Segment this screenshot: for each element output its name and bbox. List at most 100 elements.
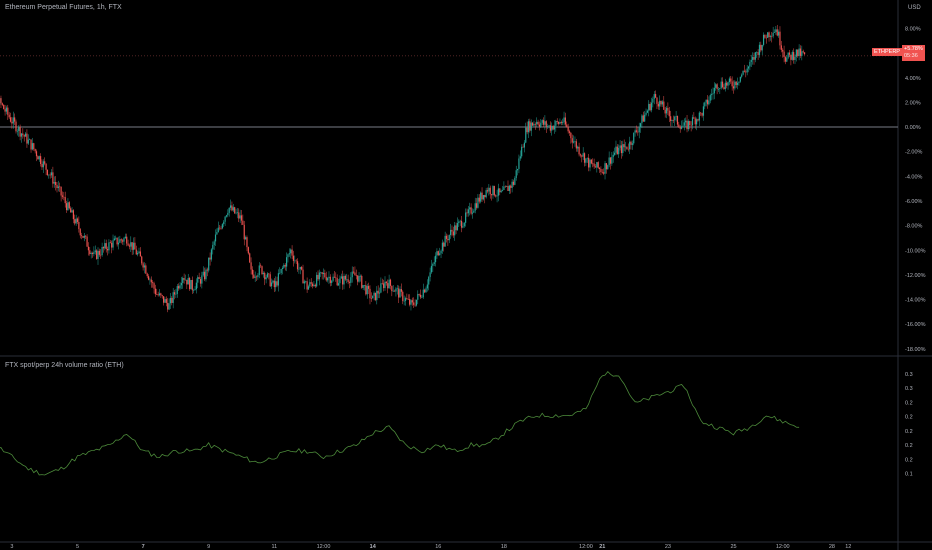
candle-body bbox=[716, 84, 718, 90]
price-y-tick-label: 2.00% bbox=[905, 100, 921, 106]
candle-body bbox=[687, 121, 690, 130]
candle-body bbox=[481, 192, 483, 200]
candle-body bbox=[172, 292, 174, 303]
candle-body bbox=[689, 121, 691, 125]
candle-body bbox=[489, 187, 491, 195]
candle-body bbox=[619, 145, 621, 148]
candle-body bbox=[175, 293, 177, 295]
candle-body bbox=[307, 286, 310, 290]
candle-body bbox=[515, 170, 517, 179]
candle-body bbox=[358, 276, 360, 282]
candle-body bbox=[376, 290, 378, 301]
candle-body bbox=[238, 212, 240, 219]
candle-body bbox=[410, 300, 412, 305]
time-x-tick-label: 12:00 bbox=[579, 544, 593, 550]
candle-body bbox=[609, 157, 612, 164]
candle-body bbox=[291, 249, 293, 256]
candle-body bbox=[620, 145, 623, 154]
candle-body bbox=[351, 271, 353, 278]
candle-body bbox=[465, 212, 467, 223]
candle-body bbox=[399, 289, 401, 298]
candle-body bbox=[585, 158, 587, 163]
candle-body bbox=[527, 121, 530, 133]
candle-body bbox=[116, 237, 118, 245]
candle-body bbox=[89, 250, 91, 254]
candle-body bbox=[250, 262, 252, 270]
candle-body bbox=[292, 255, 295, 261]
candle-body bbox=[548, 125, 550, 127]
candle-body bbox=[581, 155, 583, 157]
candle-body bbox=[579, 154, 582, 156]
candle-body bbox=[165, 299, 167, 303]
candle-body bbox=[90, 253, 92, 254]
candle-body bbox=[482, 195, 485, 200]
candle-body bbox=[630, 141, 632, 145]
candle-body bbox=[322, 272, 325, 275]
candle-body bbox=[368, 286, 370, 289]
candle-body bbox=[122, 240, 124, 242]
candle-body bbox=[415, 299, 418, 306]
candle-body bbox=[463, 222, 465, 227]
candle-body bbox=[67, 202, 69, 211]
candle-body bbox=[389, 279, 392, 286]
candle-body bbox=[406, 298, 408, 300]
candle-body bbox=[756, 52, 758, 53]
candle-body bbox=[726, 82, 728, 86]
candle-body bbox=[544, 121, 546, 125]
candle-body bbox=[113, 238, 116, 241]
candle-body bbox=[94, 250, 96, 253]
candle-body bbox=[567, 126, 569, 132]
price-y-tick-label: -14.00% bbox=[905, 298, 926, 304]
candle-body bbox=[541, 120, 543, 123]
candle-body bbox=[404, 298, 407, 301]
candle-body bbox=[26, 133, 28, 144]
candle-body bbox=[232, 207, 234, 211]
candle-body bbox=[348, 281, 351, 283]
candle-body bbox=[493, 186, 495, 196]
candle-body bbox=[685, 120, 687, 123]
candle-body bbox=[214, 234, 217, 242]
candle-body bbox=[735, 81, 737, 85]
candle-body bbox=[223, 221, 225, 225]
candle-body bbox=[676, 116, 679, 125]
candle-body bbox=[506, 186, 508, 187]
candle-body bbox=[355, 275, 357, 276]
candle-body bbox=[603, 172, 605, 174]
candle-body bbox=[683, 122, 685, 126]
candle-body bbox=[52, 172, 54, 184]
candle-body bbox=[659, 100, 661, 107]
candle-body bbox=[712, 93, 714, 95]
candle-body bbox=[153, 283, 155, 289]
candle-body bbox=[646, 110, 649, 113]
candle-body bbox=[783, 51, 785, 58]
candle-body bbox=[392, 290, 394, 292]
candle-body bbox=[1, 103, 3, 105]
candle-body bbox=[124, 236, 126, 239]
candle-body bbox=[723, 87, 725, 90]
candle-body bbox=[396, 288, 398, 290]
indicator-y-tick-label: 0.3 bbox=[905, 386, 913, 392]
candle-body bbox=[365, 285, 367, 295]
candle-body bbox=[176, 286, 178, 294]
candle-body bbox=[128, 245, 131, 247]
candle-body bbox=[742, 70, 744, 75]
candle-body bbox=[194, 289, 196, 291]
currency-label[interactable]: USD bbox=[908, 5, 921, 11]
candle-body bbox=[229, 205, 232, 208]
candle-body bbox=[797, 49, 799, 56]
candle-body bbox=[131, 242, 133, 250]
candle-body bbox=[656, 97, 658, 104]
candle-body bbox=[637, 131, 639, 133]
candle-body bbox=[354, 272, 356, 276]
candle-body bbox=[771, 36, 773, 37]
candle-body bbox=[173, 292, 176, 295]
candle-body bbox=[339, 278, 341, 284]
candle-body bbox=[158, 293, 161, 296]
candle-body bbox=[521, 146, 523, 157]
price-y-tick-label: 0.00% bbox=[905, 125, 921, 131]
candle-body bbox=[738, 81, 740, 83]
candle-body bbox=[372, 295, 374, 299]
candle-body bbox=[432, 264, 434, 266]
indicator-y-tick-label: 0.2 bbox=[905, 429, 913, 435]
